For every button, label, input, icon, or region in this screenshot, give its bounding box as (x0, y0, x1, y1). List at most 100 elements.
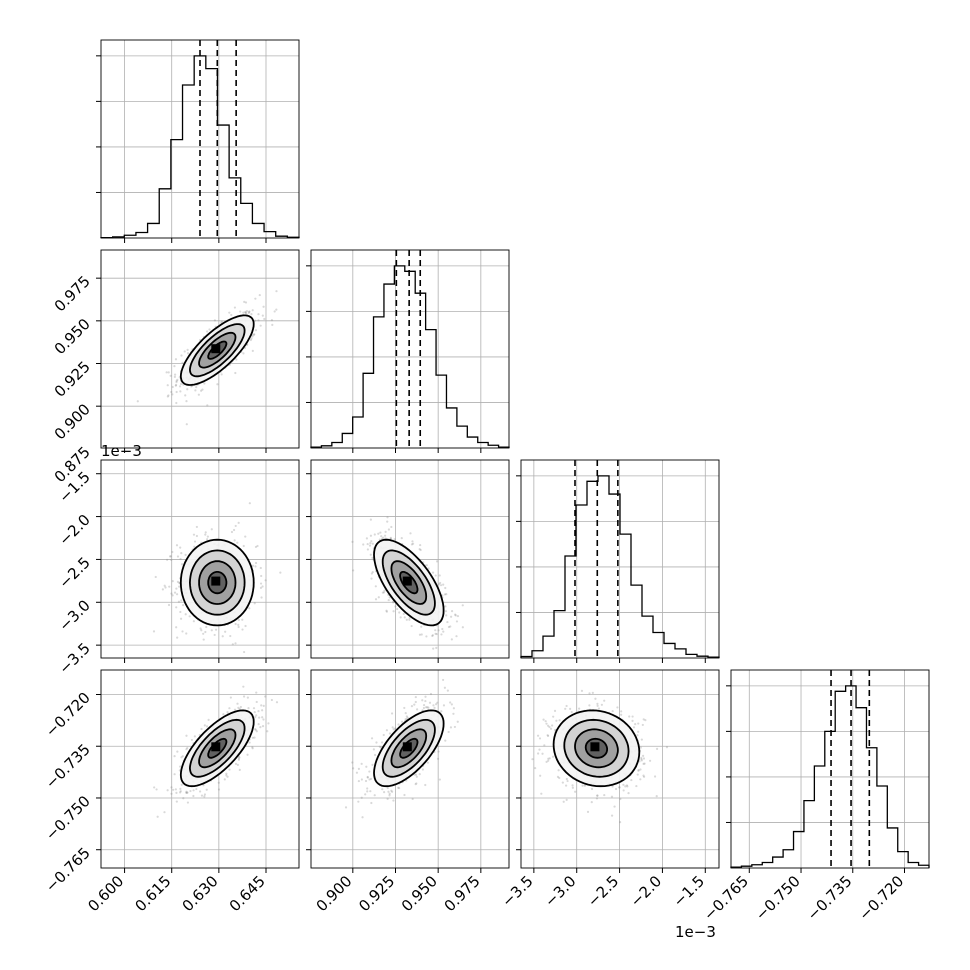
sample-point (186, 352, 190, 355)
sample-point (234, 622, 237, 626)
sample-point (244, 301, 248, 304)
sample-point (186, 388, 189, 391)
sample-point (447, 663, 449, 665)
sample-point (392, 799, 395, 802)
sample-point (422, 703, 426, 707)
sample-point (588, 692, 591, 695)
sample-point (251, 309, 254, 312)
x-offset-label-param-2: 1e−3 (675, 923, 716, 941)
sample-point (553, 728, 557, 732)
sample-point (195, 386, 198, 389)
sample-point (237, 521, 240, 524)
sample-point (175, 379, 178, 382)
sample-point (176, 378, 179, 381)
sample-point (411, 540, 414, 543)
scatter-layer (136, 290, 278, 426)
sample-point (588, 704, 591, 707)
panel-frame (520, 459, 720, 659)
sample-point (180, 563, 184, 566)
sample-point (636, 773, 639, 776)
sample-point (543, 744, 546, 747)
sample-point (444, 605, 447, 608)
sample-point (264, 579, 267, 582)
sample-point (176, 555, 180, 558)
sample-point (253, 602, 256, 605)
contour-2 (390, 560, 428, 605)
sample-point (176, 636, 179, 639)
sample-point (586, 810, 590, 813)
sample-point (565, 777, 568, 781)
sample-point (369, 790, 372, 793)
sample-point (228, 707, 231, 710)
sample-point (152, 630, 156, 633)
sample-point (534, 766, 537, 770)
sample-point (570, 710, 573, 714)
sample-point (424, 699, 427, 703)
sample-point (203, 724, 206, 727)
x-tick-label: 0.900 (313, 872, 356, 915)
sample-point (424, 706, 428, 709)
sample-point (377, 596, 380, 599)
sample-point (558, 776, 561, 780)
sample-point (237, 618, 240, 622)
sample-point (197, 393, 200, 396)
sample-point (556, 775, 560, 778)
sample-point (362, 543, 365, 546)
sample-point (403, 793, 406, 797)
panel-2-0: −3.5−3.0−2.5−2.0−1.5 (55, 459, 300, 678)
sample-point (591, 691, 594, 694)
density-peak (402, 576, 412, 586)
sample-point (170, 390, 173, 394)
sample-point (447, 730, 450, 734)
sample-point (434, 574, 437, 577)
sample-point (382, 591, 386, 594)
y-tick-label: −0.720 (42, 689, 94, 741)
sample-point (452, 707, 456, 710)
sample-point (643, 762, 646, 765)
x-tick-label: −0.735 (804, 872, 856, 924)
sample-point (551, 724, 554, 727)
scatter-layer (152, 502, 282, 654)
panel-frame (310, 669, 510, 869)
sample-point (547, 757, 550, 760)
sample-point (186, 791, 189, 794)
y-tick-label: 0.950 (51, 315, 94, 358)
sample-point (247, 707, 250, 710)
contour-2 (574, 728, 619, 769)
sample-point (261, 585, 264, 588)
sample-point (635, 784, 638, 788)
sample-point (557, 769, 560, 772)
sample-point (636, 734, 639, 737)
sample-point (438, 778, 441, 781)
sample-point (431, 634, 434, 638)
sample-point (200, 727, 203, 731)
sample-point (248, 741, 251, 744)
sample-point (388, 596, 391, 599)
sample-point (384, 530, 387, 534)
panel-3-0: 0.600 0.615 0.630 0.645 −0.765−0.750−0.735−0… (42, 669, 300, 915)
sample-point (193, 545, 196, 548)
sample-point (248, 310, 251, 313)
sample-point (177, 600, 181, 603)
sample-point (421, 709, 424, 712)
sample-point (370, 572, 373, 575)
x-tick-label: −1.5 (670, 872, 708, 910)
sample-point (383, 791, 386, 794)
sample-point (618, 786, 621, 789)
sample-point (432, 704, 435, 707)
sample-point (180, 354, 183, 357)
sample-point (257, 319, 260, 322)
sample-point (237, 623, 240, 627)
sample-point (217, 788, 221, 791)
sample-point (176, 750, 179, 753)
sample-point (229, 634, 232, 638)
sample-point (546, 724, 550, 727)
x-tick-label: −0.765 (700, 872, 752, 924)
sample-point (370, 577, 373, 580)
sample-point (631, 719, 634, 722)
y-tick-label: −0.765 (42, 844, 94, 896)
sample-point (369, 541, 372, 545)
sample-point (261, 725, 265, 728)
x-tick-label: −3.5 (498, 872, 536, 910)
y-tick-label: −2.5 (55, 554, 93, 592)
